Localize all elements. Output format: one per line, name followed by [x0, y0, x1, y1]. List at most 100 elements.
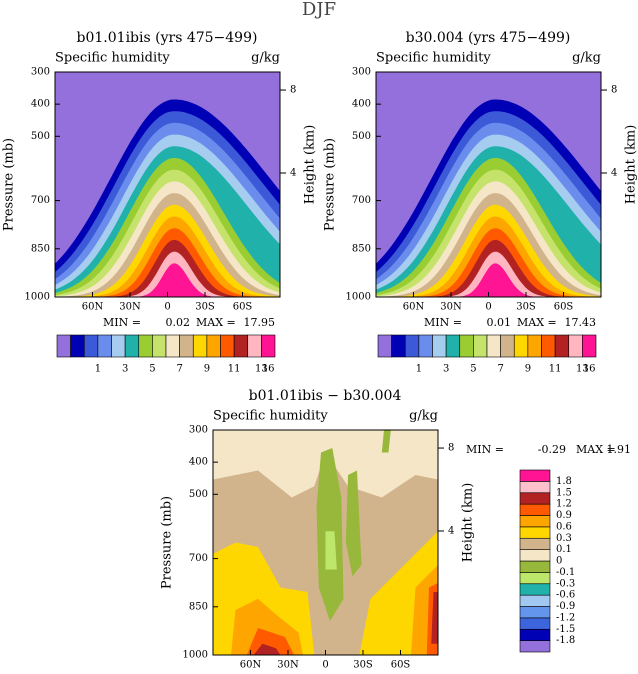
colorbar-label: 1.2 — [556, 499, 572, 510]
colorbar-label: -1.8 — [556, 635, 575, 646]
colorbar-box — [513, 334, 529, 358]
colorbar-box — [138, 334, 153, 358]
colorbar-box — [519, 583, 551, 596]
units: g/kg — [251, 51, 280, 66]
y-axis-label: Pressure (mb) — [323, 138, 338, 231]
colorbar-box — [519, 549, 551, 562]
colorbar-label: 13 — [576, 364, 589, 375]
units: g/kg — [409, 409, 438, 424]
y-tick-label: 300 — [31, 67, 50, 78]
colorbar-label: 5 — [149, 364, 155, 375]
panel-title: b30.004 (yrs 475−499) — [406, 30, 571, 46]
x-tick-label: 60S — [391, 660, 411, 671]
colorbar-box — [418, 334, 433, 358]
y-tick-label: 700 — [31, 195, 50, 206]
colorbar-box — [519, 492, 551, 505]
colorbar-box — [70, 334, 85, 358]
colorbar-label: 9 — [525, 364, 531, 375]
colorbar-box — [377, 334, 392, 358]
colorbar-label: -1.2 — [556, 612, 575, 623]
x-tick-label: 60S — [554, 302, 574, 313]
colorbar-box — [519, 628, 551, 641]
contour-fill — [246, 628, 294, 655]
colorbar-box — [527, 334, 542, 358]
colorbar-box — [97, 334, 112, 358]
x-tick-label: 60S — [233, 302, 253, 313]
colorbar-box — [519, 617, 551, 630]
colorbar-box — [206, 334, 221, 358]
y-tick-label: 300 — [189, 425, 208, 436]
colorbar-label: 0.1 — [556, 544, 572, 555]
y-tick-label: 400 — [31, 99, 50, 110]
y-tick-label: 400 — [352, 99, 371, 110]
colorbar-box — [519, 537, 551, 550]
y-axis-label: Pressure (mb) — [160, 496, 175, 589]
colorbar-box — [83, 334, 99, 358]
subtitle: Specific humidity — [55, 51, 170, 66]
colorbar-label: 9 — [204, 364, 210, 375]
contour-fill — [376, 263, 601, 297]
colorbar-label: 1.5 — [556, 487, 572, 498]
colorbar-box — [500, 334, 515, 358]
contour-fill — [325, 531, 337, 570]
colorbar-label: -1.5 — [556, 624, 575, 635]
colorbar-label: 3 — [443, 364, 449, 375]
y-tick-label: 850 — [352, 243, 371, 254]
colorbar-box — [519, 572, 551, 585]
colorbar-box — [519, 640, 551, 653]
max-label: MAX = — [576, 443, 616, 456]
x-tick-label: 30N — [119, 302, 141, 313]
colorbar-box — [554, 334, 570, 358]
panel-title: b01.01ibis − b30.004 — [249, 388, 402, 404]
y-tick-label: 700 — [189, 553, 208, 564]
colorbar-label: 0 — [556, 556, 562, 567]
colorbar-label: 1 — [416, 364, 422, 375]
colorbar-box — [519, 469, 551, 482]
x-tick-label: 30S — [516, 302, 536, 313]
colorbar-label: -0.9 — [556, 601, 575, 612]
y2-axis-label: Height (km) — [461, 483, 476, 563]
colorbar-label: 11 — [549, 364, 562, 375]
contour-fill — [345, 470, 362, 577]
colorbar-label: 1.8 — [556, 476, 572, 487]
colorbar-label: -0.6 — [556, 590, 575, 601]
colorbar-label: 5 — [470, 364, 476, 375]
y2-axis-label: Height (km) — [303, 125, 318, 205]
min-value: 0.01 — [487, 316, 512, 329]
colorbar-label: 13 — [255, 364, 268, 375]
x-tick-label: 60N — [240, 660, 262, 671]
colorbar-box — [124, 334, 140, 358]
colorbar-box — [179, 334, 194, 358]
colorbar-label: 0.9 — [556, 510, 572, 521]
min-value: 0.02 — [166, 316, 191, 329]
colorbar-box — [111, 334, 126, 358]
colorbar-box — [152, 334, 167, 358]
y2-tick-label: 8 — [611, 85, 617, 96]
y2-tick-label: 8 — [290, 85, 296, 96]
min-value: -0.29 — [538, 443, 566, 456]
min-label: MIN = — [103, 316, 141, 329]
min-label: MIN = — [424, 316, 462, 329]
colorbar-label: 16 — [262, 364, 275, 375]
contour-fill — [253, 643, 281, 655]
max-value: 17.43 — [565, 316, 597, 329]
min-label: MIN = — [466, 443, 504, 456]
colorbar-box — [261, 334, 276, 358]
colorbar-label: 7 — [176, 364, 182, 375]
y-tick-label: 700 — [352, 195, 371, 206]
colorbar-label: 11 — [228, 364, 241, 375]
y-tick-label: 1000 — [25, 292, 50, 303]
y2-tick-label: 4 — [290, 167, 296, 178]
colorbar-box — [459, 334, 474, 358]
colorbar-box — [519, 503, 551, 516]
y-tick-label: 400 — [189, 457, 208, 468]
colorbar-box — [541, 334, 556, 358]
colorbar-box — [404, 334, 420, 358]
contour-fill — [55, 263, 280, 297]
x-tick-label: 60N — [82, 302, 104, 313]
x-tick-label: 30S — [353, 660, 373, 671]
colorbar-label: 7 — [497, 364, 503, 375]
panel: b01.01ibis − b30.004 Specific humidity g/k… — [160, 388, 632, 671]
x-tick-label: 60N — [403, 302, 425, 313]
